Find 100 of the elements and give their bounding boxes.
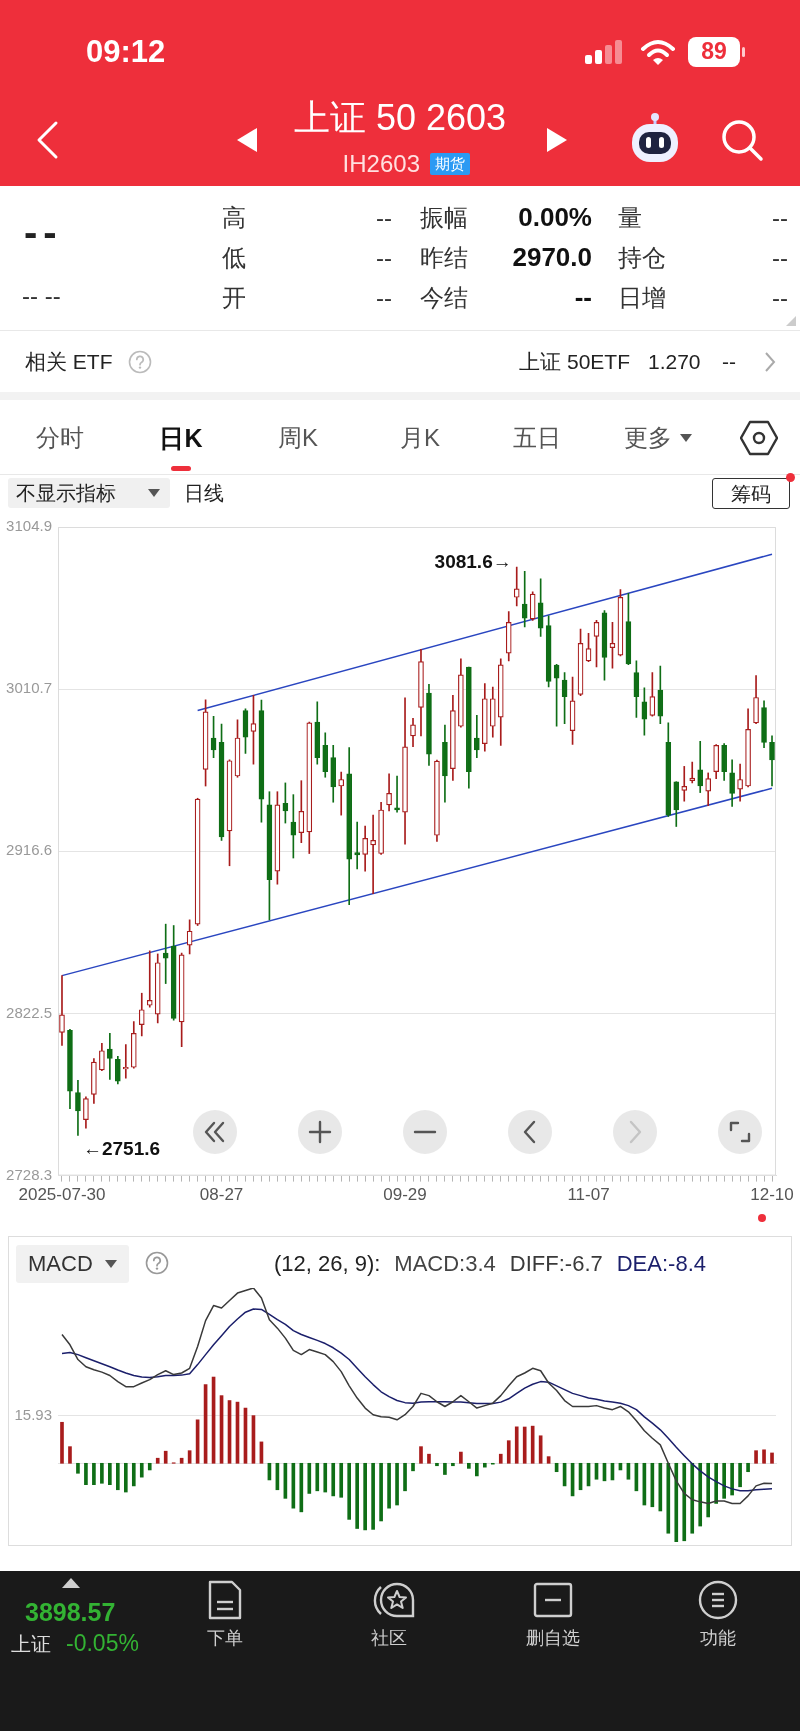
bar <box>730 1462 734 1496</box>
text: 低 <box>222 243 246 273</box>
text: 3898.57 <box>25 1597 116 1627</box>
text: 89 <box>701 38 727 66</box>
bar <box>147 1462 152 1471</box>
text: 15.93 <box>14 1405 52 1423</box>
bar <box>315 1462 320 1492</box>
annotation: 3081.6→ <box>434 551 512 573</box>
text: DEA:-8.4 <box>616 1251 706 1277</box>
text: IH2603 <box>342 149 420 179</box>
bar <box>411 1462 415 1472</box>
bar <box>339 1462 344 1498</box>
candlestick <box>689 761 696 784</box>
x-tick-label: 11-07 <box>567 1185 610 1205</box>
bar <box>92 1462 96 1486</box>
bar <box>395 1462 399 1506</box>
text: -- <box>376 243 392 273</box>
x-tick-label: 08-27 <box>199 1185 244 1205</box>
bar <box>658 1462 663 1512</box>
text: -- <box>24 209 63 256</box>
bar <box>674 1462 679 1542</box>
bar <box>131 1462 136 1487</box>
x-tick-label: 12-10 <box>750 1185 794 1205</box>
dropdown: MACD <box>16 1245 129 1283</box>
bar <box>754 1450 758 1464</box>
text: 周K <box>277 423 319 453</box>
bar <box>475 1462 479 1477</box>
bar <box>506 1440 511 1464</box>
y-tick-label: 3010.7 <box>6 679 52 697</box>
bar <box>714 1462 718 1504</box>
chart-title: MACD <box>28 1251 93 1277</box>
bar <box>307 1462 312 1494</box>
bar <box>60 1421 64 1464</box>
text: -- <box>376 283 392 313</box>
dropdown: 不显示指标 <box>8 478 170 508</box>
bar <box>435 1462 439 1467</box>
text: -0.05% <box>66 1630 139 1658</box>
bar <box>666 1462 671 1534</box>
x-tick-label: 09-29 <box>383 1185 427 1205</box>
text: 相关 ETF <box>25 349 113 375</box>
bar <box>347 1462 352 1520</box>
bar <box>459 1451 463 1464</box>
y-tick-label: 2822.5 <box>6 1003 52 1021</box>
text: DIFF:-6.7 <box>509 1251 603 1277</box>
text: 今结 <box>420 283 468 313</box>
bar <box>706 1462 711 1518</box>
text: 五日 <box>513 423 561 453</box>
bar <box>427 1453 431 1464</box>
candlestick <box>521 571 528 628</box>
text: 删自选 <box>526 1628 580 1650</box>
text: 量 <box>618 203 642 233</box>
bar <box>108 1462 112 1486</box>
text: 上证 <box>11 1632 51 1656</box>
bar <box>116 1462 120 1491</box>
bar <box>403 1462 407 1492</box>
x-tick-label: 2025-07-30 <box>18 1185 106 1205</box>
text: 高 <box>222 203 246 233</box>
y-tick-label: 2728.3 <box>6 1165 52 1183</box>
text: -- <box>376 203 392 233</box>
text: 持仓 <box>618 243 666 273</box>
text: 日K <box>159 423 203 453</box>
bar <box>698 1462 703 1527</box>
bar <box>419 1446 423 1464</box>
text: 日增 <box>618 283 666 313</box>
bar <box>163 1450 168 1464</box>
bar <box>68 1446 72 1464</box>
candlestick <box>59 975 65 1046</box>
bar <box>387 1462 391 1509</box>
bar <box>379 1462 383 1522</box>
bar <box>355 1462 359 1529</box>
text: 09:12 <box>86 33 166 71</box>
bar <box>722 1462 726 1499</box>
y-tick-label: 2916.6 <box>6 841 52 859</box>
text: 昨结 <box>420 243 468 273</box>
bar <box>746 1462 750 1473</box>
text: -- <box>574 282 592 314</box>
bar <box>100 1462 104 1484</box>
candlestick <box>370 814 376 894</box>
bar <box>76 1462 80 1474</box>
text: 更多 <box>624 423 672 453</box>
bar <box>482 1462 487 1468</box>
text: 月K <box>399 423 441 453</box>
bar <box>530 1425 535 1464</box>
text: 1.270 <box>648 349 701 375</box>
text: 期货 <box>430 153 470 175</box>
text: 社区 <box>371 1628 407 1650</box>
bar <box>738 1462 742 1488</box>
bar <box>139 1462 144 1478</box>
bar <box>762 1449 766 1464</box>
bar <box>363 1462 367 1531</box>
bar <box>443 1462 447 1475</box>
bar <box>155 1457 160 1464</box>
bar <box>690 1462 695 1534</box>
bar <box>522 1426 527 1464</box>
text: 振幅 <box>420 203 468 233</box>
bar <box>451 1462 455 1467</box>
y-tick-label: 3104.9 <box>6 517 52 535</box>
text: 下单 <box>207 1628 243 1650</box>
bar <box>682 1462 687 1542</box>
text: -- <box>772 243 788 273</box>
